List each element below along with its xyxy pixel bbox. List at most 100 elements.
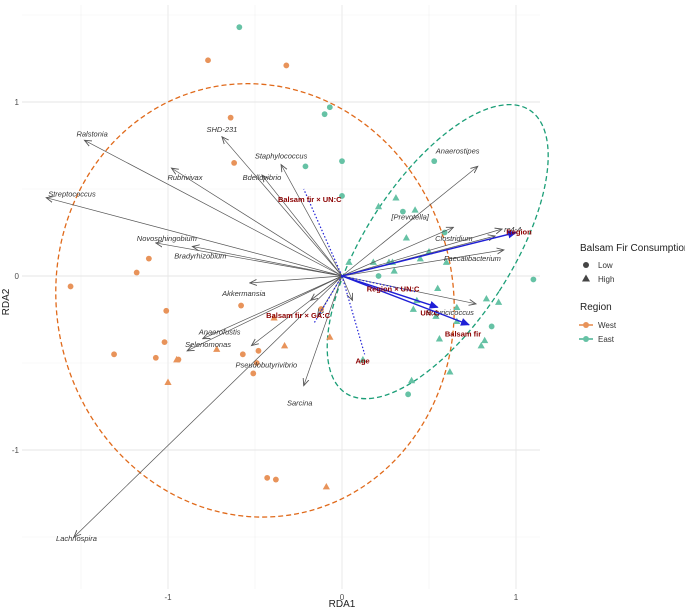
point-east-high [435, 335, 444, 342]
sample-points [67, 24, 537, 490]
taxon-arrow-rc4-4 [341, 229, 502, 277]
factor-label-balsam-fir-un-c: Balsam fir × UN:C [278, 195, 342, 204]
ellipse-east [326, 103, 549, 400]
point-east-high [481, 336, 489, 344]
point-west-low [227, 114, 234, 121]
taxon-arrow--prevotella- [341, 227, 453, 277]
taxon-label-ralstonia: Ralstonia [76, 129, 107, 138]
factor-arrow-un-c [341, 275, 439, 309]
taxon-arrow-rubrivivax [171, 168, 343, 277]
point-west-high [326, 333, 334, 340]
legend-low-marker [583, 262, 589, 268]
taxon-arrow-prevotella-low2 [311, 275, 343, 300]
taxon-label-butyricicoccus: Butyricicoccus [426, 308, 474, 317]
point-east-low [339, 158, 345, 165]
point-west-high [173, 355, 181, 363]
confidence-ellipses [55, 83, 549, 518]
point-west-low [161, 339, 168, 346]
legend-high-marker [582, 274, 590, 282]
x-tick-label: 0 [340, 593, 345, 602]
taxon-label-faecalibacterium: Faecalibacterium [444, 254, 501, 263]
point-east-high [408, 376, 416, 384]
factor-arrow-balsam-fir-ga-c [313, 275, 343, 324]
point-east-low [375, 273, 382, 279]
plot-panel [22, 5, 540, 589]
point-west-low [133, 269, 140, 276]
taxon-label-bradyrhizobium: Bradyrhizobium [174, 251, 226, 260]
point-west-high [280, 342, 289, 349]
legend: Balsam Fir Consumption Low High Region W… [579, 243, 685, 344]
point-east-low [326, 104, 333, 111]
point-west-low [239, 351, 246, 358]
legend-west-label: West [598, 321, 617, 330]
point-east-high [432, 312, 440, 319]
taxon-arrow-selenomonas [187, 275, 343, 351]
taxon-label-akkermansia: Akkermansia [221, 289, 265, 298]
taxon-label-shd-231: SHD-231 [207, 125, 238, 134]
point-west-low [250, 370, 257, 377]
taxon-label-streptococcus: Streptococcus [48, 190, 96, 199]
point-east-low [431, 158, 438, 165]
point-west-low [163, 307, 170, 314]
factor-label-un-c: UN:C [420, 308, 439, 317]
legend-east-label: East [598, 335, 615, 344]
taxon-arrow-faecalibacterium [341, 250, 504, 277]
point-east-low [405, 391, 412, 398]
point-west-high [213, 345, 221, 352]
legend-low-label: Low [598, 261, 613, 270]
point-east-high [442, 258, 450, 265]
point-east-high [392, 194, 400, 201]
point-east-high [359, 355, 367, 363]
legend-west-marker [583, 322, 589, 328]
point-east-high [345, 258, 353, 265]
factor-arrow-region [341, 230, 517, 277]
x-axis-title: RDA1 [329, 599, 356, 610]
taxon-arrow-anaerostipes [341, 166, 478, 277]
point-west-high [322, 482, 330, 490]
taxon-arrow-streptococcus [46, 198, 343, 277]
point-east-high [477, 342, 485, 349]
taxon-label-anaerostipes: Anaerostipes [435, 146, 480, 155]
taxon-label-anaerofustis: Anaerofustis [198, 328, 241, 337]
point-east-low [236, 24, 243, 31]
taxon-label-sarcina: Sarcina [287, 399, 312, 408]
point-west-low [152, 354, 159, 361]
point-east-high [453, 303, 461, 311]
point-west-high [164, 378, 172, 385]
legend-color-title: Region [580, 302, 612, 313]
panel-background [22, 5, 540, 589]
ellipse-west [55, 83, 455, 518]
taxon-arrow-novosphingobium [156, 243, 343, 277]
legend-high-label: High [598, 275, 614, 284]
point-west-low [231, 160, 238, 166]
point-west-low [283, 62, 290, 69]
point-west-low [253, 360, 260, 366]
x-tick-label: 1 [514, 593, 519, 602]
factor-label-balsam-fir-ga-c: Balsam fir × GA:C [266, 311, 331, 320]
y-axis-title: RDA2 [1, 288, 12, 315]
y-tick-label: 0 [15, 272, 20, 281]
point-east-high [434, 284, 442, 291]
point-west-low [255, 347, 262, 354]
point-west-low [272, 476, 279, 483]
taxon-arrow-lachnospira [74, 275, 343, 537]
point-east-high [390, 267, 398, 274]
taxon-label--prevotella-: [Prevotella] [390, 212, 429, 221]
taxon-label-bdellovibrio: Bdellovibrio [243, 173, 282, 182]
point-east-high [374, 202, 383, 210]
factor-label-age: Age [356, 356, 370, 365]
legend-east-marker [583, 336, 589, 342]
factor-label-balsam-fir: Balsam fir [445, 330, 481, 339]
taxon-label-novosphingobium: Novosphingobium [137, 234, 197, 243]
point-east-high [495, 298, 503, 305]
x-tick-label: -1 [164, 593, 172, 602]
point-east-low [530, 276, 537, 283]
point-west-low [111, 351, 117, 358]
factor-arrow-balsam-fir [341, 275, 470, 326]
gridlines [22, 5, 540, 589]
factor-label-region: Region [506, 228, 532, 237]
factor-arrow-age [341, 275, 366, 355]
taxon-arrow-akkermansia [250, 275, 343, 283]
point-east-high [416, 255, 424, 262]
